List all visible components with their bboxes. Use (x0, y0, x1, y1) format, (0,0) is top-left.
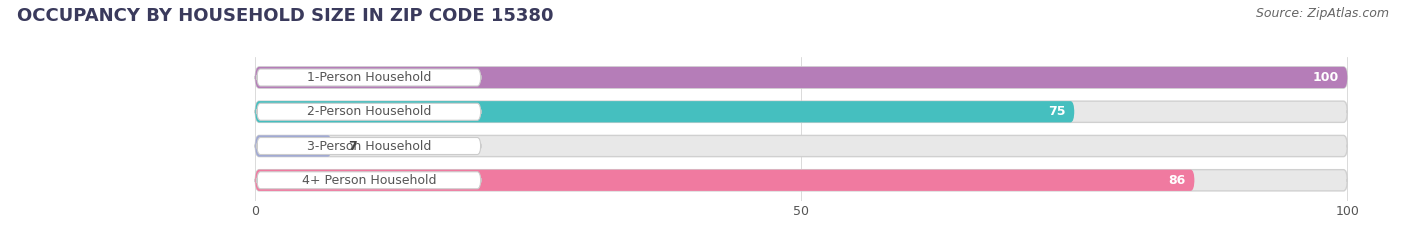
FancyBboxPatch shape (257, 137, 481, 154)
FancyBboxPatch shape (256, 170, 1195, 191)
FancyBboxPatch shape (256, 67, 1347, 88)
FancyBboxPatch shape (256, 101, 1074, 122)
Text: 100: 100 (1312, 71, 1339, 84)
Text: 1-Person Household: 1-Person Household (307, 71, 432, 84)
Text: Source: ZipAtlas.com: Source: ZipAtlas.com (1256, 7, 1389, 20)
Text: 75: 75 (1047, 105, 1066, 118)
FancyBboxPatch shape (256, 135, 332, 157)
Text: 3-Person Household: 3-Person Household (307, 140, 432, 153)
FancyBboxPatch shape (257, 69, 481, 86)
FancyBboxPatch shape (257, 172, 481, 189)
FancyBboxPatch shape (256, 101, 1347, 122)
Text: 86: 86 (1168, 174, 1185, 187)
FancyBboxPatch shape (256, 67, 1347, 88)
FancyBboxPatch shape (256, 170, 1347, 191)
FancyBboxPatch shape (257, 103, 481, 120)
Text: 2-Person Household: 2-Person Household (307, 105, 432, 118)
Text: OCCUPANCY BY HOUSEHOLD SIZE IN ZIP CODE 15380: OCCUPANCY BY HOUSEHOLD SIZE IN ZIP CODE … (17, 7, 554, 25)
Text: 7: 7 (349, 140, 357, 153)
FancyBboxPatch shape (256, 135, 1347, 157)
Text: 4+ Person Household: 4+ Person Household (301, 174, 436, 187)
